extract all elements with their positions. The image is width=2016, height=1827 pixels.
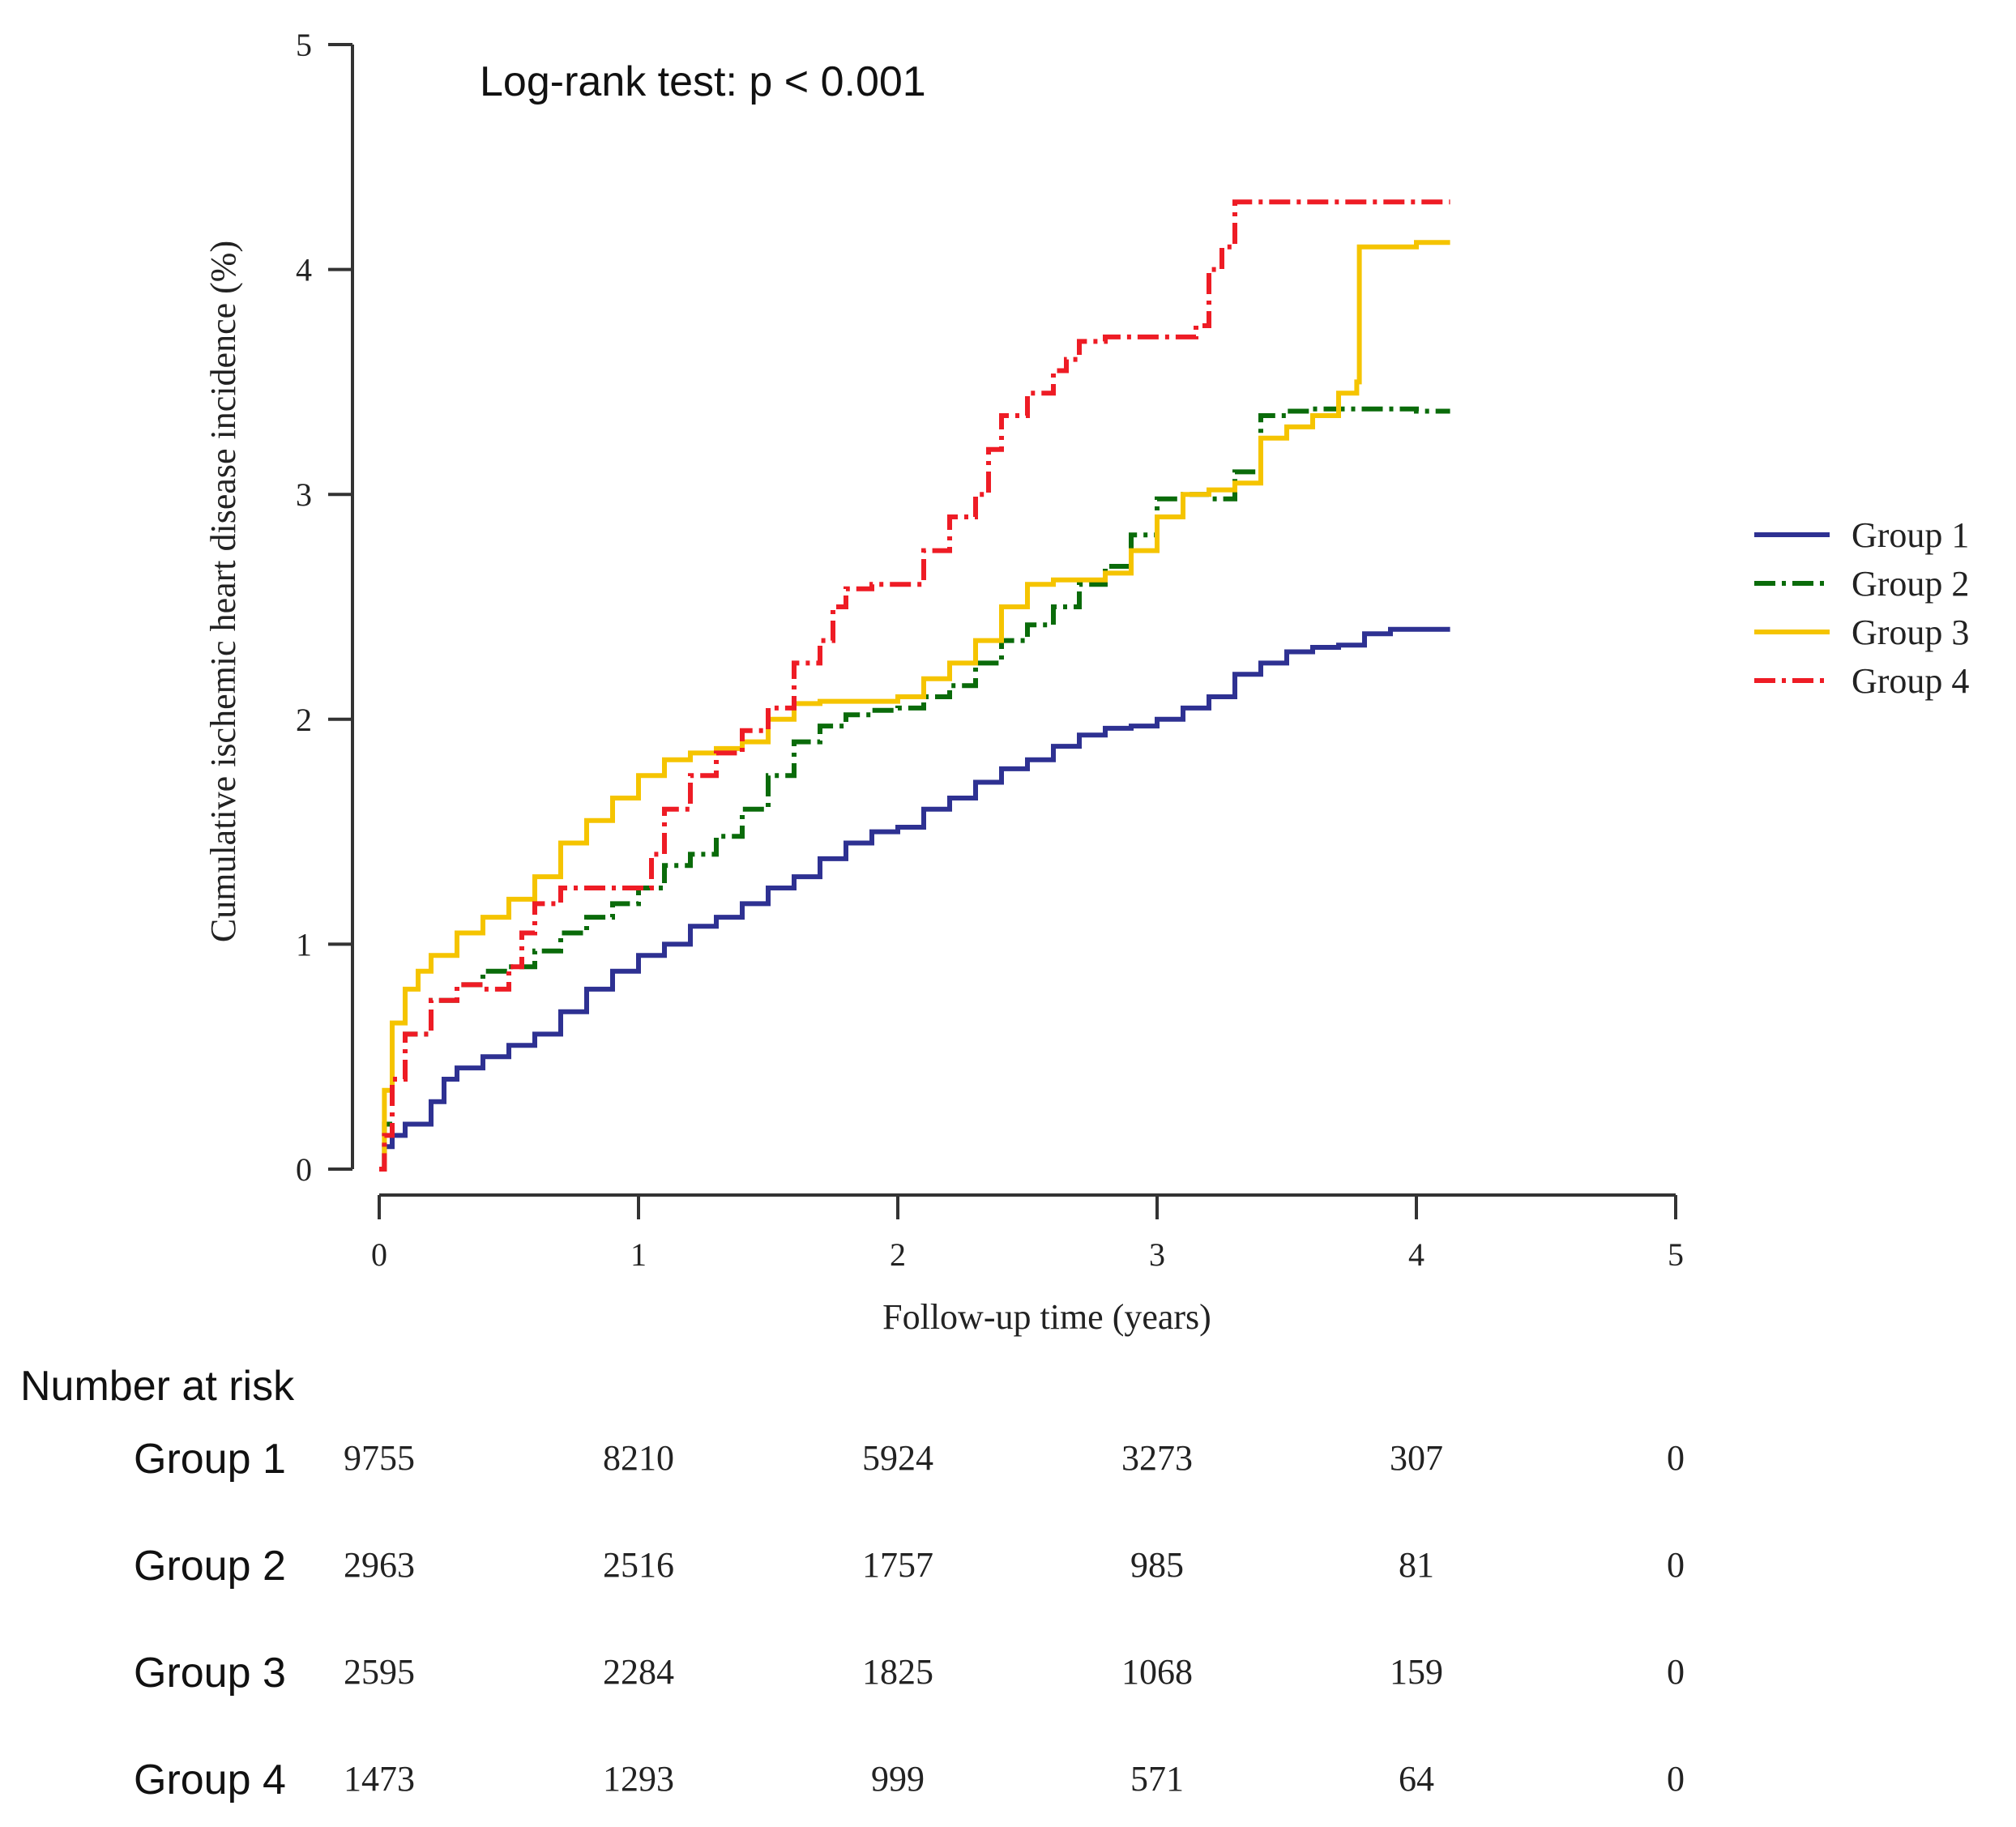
y-tick-label: 1 [296, 926, 312, 963]
x-tick-label: 4 [1408, 1236, 1424, 1273]
x-axis-title: Follow-up time (years) [882, 1297, 1211, 1337]
risk-row-label: Group 1 [134, 1436, 286, 1483]
x-tick-label: 2 [890, 1236, 906, 1273]
y-axis-title: Cumulative ischemic heart disease incide… [203, 241, 243, 942]
risk-row-label: Group 3 [134, 1650, 286, 1697]
y-tick-label: 3 [296, 476, 312, 513]
legend-label-group-3: Group 3 [1852, 613, 1969, 652]
series-line-group-4 [379, 199, 1450, 1172]
risk-cell: 1293 [603, 1759, 674, 1799]
risk-table: Group 1 9755 8210 5924 3273 307 0 Group 2 2963 25… [134, 1436, 1685, 1804]
risk-cell: 2516 [603, 1545, 674, 1585]
risk-cell: 571 [1130, 1759, 1184, 1799]
risk-cell: 0 [1667, 1652, 1685, 1692]
risk-cell: 0 [1667, 1438, 1685, 1478]
series-layer [379, 199, 1450, 1172]
risk-cell: 1825 [862, 1652, 933, 1692]
risk-cell: 81 [1399, 1545, 1434, 1585]
risk-cell: 307 [1390, 1438, 1443, 1478]
risk-cell: 2595 [344, 1652, 415, 1692]
risk-cell: 9755 [344, 1438, 415, 1478]
risk-cell: 64 [1399, 1759, 1434, 1799]
risk-table-title: Number at risk [20, 1363, 295, 1410]
y-tick-label: 0 [296, 1151, 312, 1188]
risk-cell: 3273 [1121, 1438, 1193, 1478]
log-rank-annotation: Log-rank test: p < 0.001 [480, 58, 926, 105]
legend-label-group-2: Group 2 [1852, 564, 1969, 604]
risk-row-label: Group 2 [134, 1543, 286, 1590]
risk-cell: 985 [1130, 1545, 1184, 1585]
risk-cell: 5924 [862, 1438, 933, 1478]
axes: 0 1 2 3 4 5 0 1 2 3 4 5 [296, 27, 1684, 1273]
legend: Group 1 Group 2 Group 3 Group 4 [1754, 515, 1969, 701]
y-tick-label: 2 [296, 702, 312, 738]
x-tick-label: 5 [1668, 1236, 1684, 1273]
x-tick-label: 0 [371, 1236, 387, 1273]
x-tick-label: 3 [1149, 1236, 1165, 1273]
risk-row-label: Group 4 [134, 1757, 286, 1804]
risk-cell: 0 [1667, 1545, 1685, 1585]
risk-cell: 159 [1390, 1652, 1443, 1692]
risk-cell: 2963 [344, 1545, 415, 1585]
legend-label-group-1: Group 1 [1852, 515, 1969, 555]
risk-cell: 0 [1667, 1759, 1685, 1799]
y-tick-label: 5 [296, 27, 312, 63]
risk-cell: 1757 [862, 1545, 933, 1585]
risk-cell: 8210 [603, 1438, 674, 1478]
series-line-group-1 [379, 626, 1450, 1172]
series-line-group-2 [379, 406, 1450, 1172]
risk-cell: 999 [871, 1759, 925, 1799]
risk-cell: 2284 [603, 1652, 674, 1692]
risk-cell: 1068 [1121, 1652, 1193, 1692]
legend-label-group-4: Group 4 [1852, 661, 1969, 701]
x-tick-label: 1 [630, 1236, 647, 1273]
y-tick-label: 4 [296, 252, 312, 288]
risk-cell: 1473 [344, 1759, 415, 1799]
series-line-group-3 [379, 240, 1450, 1172]
